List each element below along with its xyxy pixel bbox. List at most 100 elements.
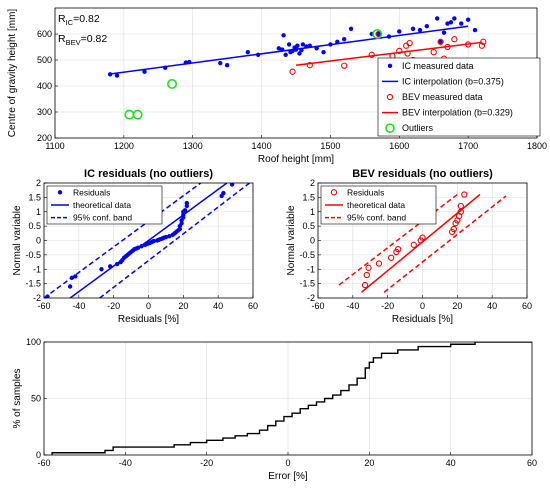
x-tick-label: 20 [452, 301, 462, 311]
data-point [295, 43, 300, 48]
data-point [283, 52, 288, 57]
x-tick-label: 1300 [183, 141, 203, 151]
data-point [290, 48, 295, 54]
x-axis-label: Residuals [%] [392, 314, 453, 325]
data-point [139, 244, 144, 249]
data-point [419, 234, 426, 241]
data-point [450, 225, 457, 233]
chart-top: 1100 1200 1300 1400 1500 1600 1700 1800 200 300 40… [7, 7, 547, 165]
data-point [424, 24, 430, 29]
data-point [107, 264, 113, 269]
annotation-main: R [58, 33, 66, 45]
data-point [342, 37, 347, 42]
data-point [457, 202, 464, 210]
data-point [299, 47, 304, 53]
data-point [478, 42, 486, 49]
data-point [368, 51, 375, 58]
y-tick-label: 50 [31, 394, 41, 404]
data-point [135, 245, 141, 250]
y-tick-label: 0 [36, 450, 41, 460]
legend-label: Residuals [73, 187, 110, 197]
x-tick-label: 60 [248, 301, 258, 311]
data-point [361, 281, 369, 289]
series-line-1 [69, 183, 228, 298]
data-point [151, 238, 156, 244]
y-tick-label: 200 [37, 133, 52, 143]
x-tick-label: 40 [446, 458, 456, 468]
y-tick-label: 0.5 [28, 221, 41, 231]
data-point [45, 294, 50, 298]
data-point [410, 241, 417, 248]
x-tick-label: -60 [37, 301, 50, 311]
data-point [459, 21, 464, 26]
axes-box [43, 341, 533, 456]
legend-key-marker [330, 189, 338, 196]
data-point [114, 73, 120, 78]
data-point [430, 49, 437, 56]
legend: Residuals theoretical data 95% conf. band [320, 185, 437, 225]
legend-box [377, 57, 541, 137]
data-point [348, 26, 354, 31]
y-axis-label: Normal variable [286, 205, 297, 275]
data-point [281, 33, 286, 38]
y-tick-label: 500 [37, 55, 52, 65]
chart-ic_res: -60 -40 -20 0 20 40 60 -2 -1.5 -1 -0.5 0 0.5 1 1.5 2 IC … [12, 168, 258, 325]
data-point [394, 245, 402, 253]
data-point [304, 44, 309, 49]
data-point [163, 234, 169, 240]
x-tick-label: 1100 [45, 141, 64, 151]
data-point [280, 47, 285, 52]
data-point [73, 274, 78, 279]
data-point [255, 52, 261, 57]
data-point [387, 254, 395, 261]
data-point [464, 41, 472, 48]
legend-label: theoretical data [347, 200, 405, 210]
outlier-marker [372, 28, 383, 39]
annotation-value: =0.82 [73, 13, 100, 25]
data-point [375, 260, 383, 267]
series-line-1 [109, 25, 469, 75]
data-point [480, 38, 487, 45]
data-point [297, 51, 302, 56]
data-point [410, 26, 416, 31]
outlier-marker [167, 78, 178, 89]
x-tick-label: -20 [107, 301, 120, 311]
data-point [406, 39, 413, 47]
x-tick-label: -60 [311, 301, 324, 311]
legend-label: theoretical data [73, 200, 131, 210]
y-tick-label: 600 [37, 29, 52, 39]
legend-label: Residuals [347, 187, 384, 197]
x-tick-label: -40 [346, 301, 359, 311]
x-axis-label: Roof height [mm] [258, 154, 334, 165]
x-tick-label: -40 [72, 301, 85, 311]
x-tick-label: 20 [364, 458, 374, 468]
x-tick-label: 40 [487, 301, 497, 311]
y-tick-label: 0 [36, 236, 41, 246]
x-tick-label: 1400 [252, 141, 272, 151]
data-point [321, 50, 326, 55]
x-tick-label: 1200 [114, 141, 134, 151]
data-point [437, 38, 444, 45]
data-point [99, 267, 104, 272]
x-tick-label: -40 [119, 458, 132, 468]
data-point [289, 68, 296, 75]
y-tick-label: -2 [307, 293, 315, 303]
legend-label: BEV interpolation (b=0.329) [402, 108, 513, 118]
legend-label: IC measured data [402, 61, 474, 71]
y-tick-label: 1.5 [28, 192, 41, 202]
data-point [363, 271, 370, 279]
data-point [167, 233, 172, 239]
y-tick-label: -1 [307, 264, 315, 274]
y-tick-label: 100 [26, 337, 41, 347]
data-point [184, 200, 190, 206]
y-tick-label: 1.5 [302, 192, 315, 202]
legend-key-marker [57, 190, 63, 195]
data-point [306, 62, 313, 69]
y-tick-label: -1.5 [25, 279, 41, 289]
data-point [307, 43, 312, 48]
data-layer [51, 342, 532, 455]
data-point [397, 29, 402, 34]
y-tick-label: 300 [37, 107, 52, 117]
x-tick-label: 0 [146, 301, 151, 311]
